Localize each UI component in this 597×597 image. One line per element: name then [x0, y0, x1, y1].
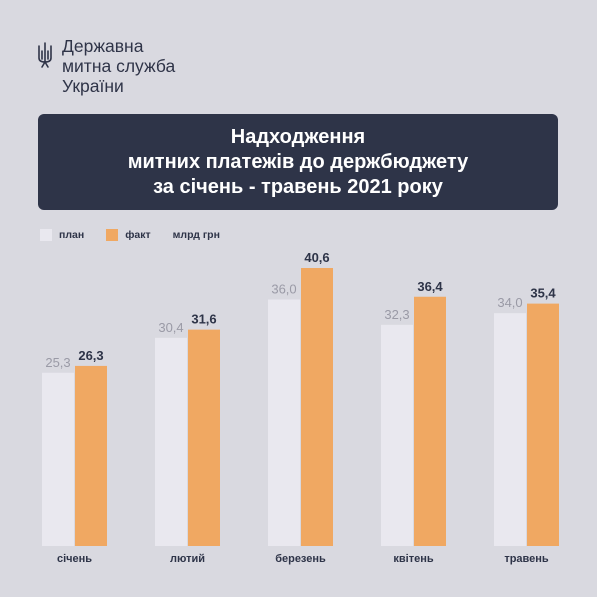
org-line-1: Державна [62, 36, 144, 56]
data-label-fact: 31,6 [191, 312, 216, 327]
data-label-fact: 40,6 [304, 250, 329, 265]
title-line-2: митних платежів до держбюджету [127, 150, 469, 173]
data-label-plan: 30,4 [158, 320, 183, 335]
org-line-3: України [62, 76, 124, 96]
bar-fact [188, 329, 220, 546]
org-name: Державна митна служба України [62, 36, 175, 96]
bar-fact [414, 296, 446, 546]
legend-label-fact: факт [125, 229, 151, 241]
title-line-3: за січень - травень 2021 року [153, 175, 443, 198]
legend-item-fact: факт [106, 229, 151, 241]
bar-plan [381, 324, 413, 546]
data-label-plan: 32,3 [384, 307, 409, 322]
category-label: квітень [393, 553, 433, 565]
data-label-fact: 35,4 [530, 286, 556, 301]
data-label-plan: 34,0 [497, 295, 522, 310]
legend-label-plan: план [59, 229, 85, 241]
data-label-plan: 36,0 [271, 281, 296, 296]
category-label: березень [275, 553, 326, 565]
legend-swatch-plan [40, 229, 52, 241]
logo: Державна митна служба України [36, 36, 175, 96]
category-label: січень [57, 553, 92, 565]
trident-icon [38, 42, 52, 68]
legend-unit: млрд грн [172, 229, 220, 241]
org-line-2: митна служба [62, 56, 176, 76]
bar-plan [268, 299, 300, 546]
title-banner: Надходження митних платежів до держбюдже… [38, 114, 558, 210]
bar-plan [42, 372, 74, 546]
bar-plan [155, 337, 187, 546]
category-label: лютий [170, 553, 205, 565]
bar-fact [301, 268, 333, 546]
legend: план факт млрд грн [40, 229, 220, 241]
data-label-fact: 36,4 [417, 279, 443, 294]
data-label-fact: 26,3 [78, 348, 103, 363]
data-label-plan: 25,3 [45, 355, 70, 370]
legend-swatch-fact [106, 229, 119, 241]
bar-fact [75, 365, 107, 546]
bar-fact [527, 303, 559, 546]
category-label: травень [504, 553, 549, 565]
title-line-1: Надходження [230, 125, 366, 148]
legend-item-plan: план [40, 229, 84, 241]
bar-plan [494, 313, 526, 546]
